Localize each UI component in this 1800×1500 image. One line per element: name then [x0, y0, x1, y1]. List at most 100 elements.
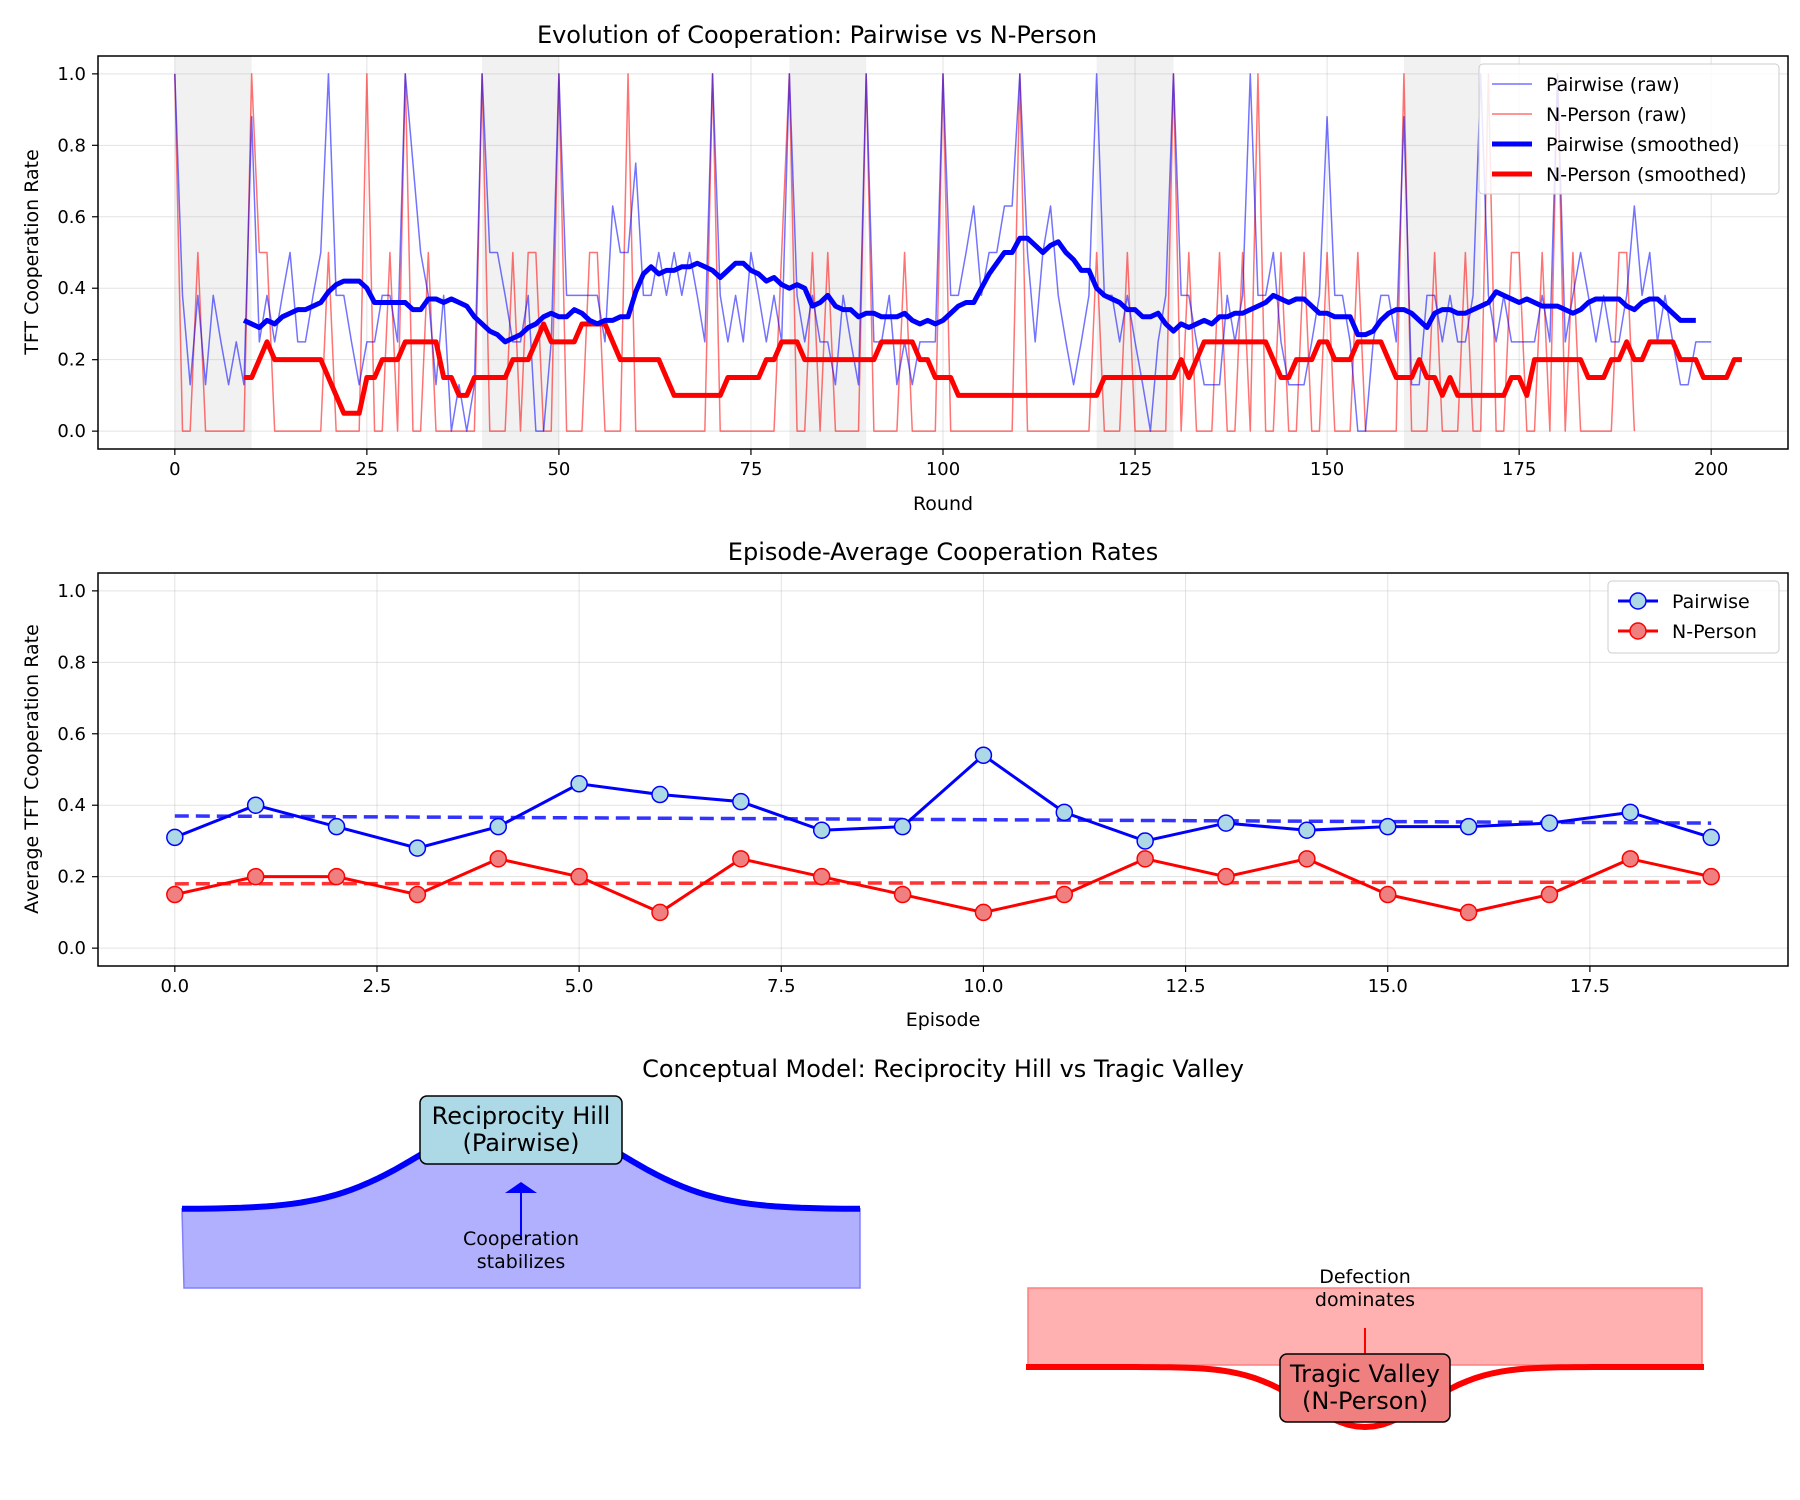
valley-label-line1: Tragic Valley [1289, 1360, 1440, 1388]
shaded-episode-band [174, 56, 252, 449]
episode-ytick-label: 0.0 [57, 938, 86, 959]
pairwise-point [408, 839, 427, 857]
episode-chart-legend: Pairwise N-Person [1607, 580, 1780, 654]
episode-ytick-label: 0.6 [57, 724, 86, 745]
nperson-point [732, 850, 750, 868]
evolution-chart-legend: Pairwise (raw) N-Person (raw) Pairwise (… [1478, 63, 1780, 195]
pairwise-point [327, 817, 346, 836]
episode-xtick-label: 12.5 [1166, 976, 1206, 997]
evolution-chart-ylabel: TFT Cooperation Rate [21, 149, 43, 356]
episode-ytick-label: 0.4 [57, 795, 86, 816]
pairwise-smoothed-line [242, 235, 1696, 345]
nperson-raw-line [174, 73, 1636, 432]
pairwise-point [1298, 821, 1316, 839]
legend-label-pairwise-smoothed: Pairwise (smoothed) [1546, 134, 1740, 156]
nperson-trend-line [174, 880, 1712, 886]
pairwise-point [570, 775, 588, 793]
valley-annotation-line1: Defection [1319, 1266, 1411, 1288]
pairwise-point [974, 746, 993, 764]
tragic-valley: Defection dominates Tragic Valley (N-Per… [1026, 1266, 1704, 1431]
episode-xtick-label: 2.5 [363, 976, 392, 997]
episode-xtick-label: 0.0 [160, 976, 189, 997]
hill-arrow-icon [505, 1182, 537, 1240]
legend-label-nperson: N-Person [1672, 621, 1757, 643]
nperson-point [408, 885, 427, 904]
pairwise-point [1055, 803, 1074, 822]
nperson-point [893, 885, 912, 904]
evolution-xtick-label: 75 [740, 459, 763, 480]
episode-chart-xlabel: Episode [906, 1009, 981, 1031]
nperson-point [327, 867, 346, 886]
nperson-point [489, 850, 508, 868]
hill-label-box: Reciprocity Hill (Pairwise) [419, 1095, 623, 1165]
nperson-point [1136, 850, 1154, 868]
episode-average-chart: Episode-Average Cooperation Rates 0.0 2.5… [21, 538, 1789, 1031]
evolution-chart: Evolution of Cooperation: Pairwise vs N-… [21, 21, 1789, 515]
episode-chart-ylabel: Average TFT Cooperation Rate [21, 624, 43, 914]
evolution-ytick-label: 0.4 [57, 278, 86, 299]
episode-ytick-label: 0.8 [57, 652, 86, 673]
pairwise-raw-line [174, 73, 1712, 432]
pairwise-point [246, 796, 265, 814]
evolution-xtick-label: 175 [1502, 459, 1536, 480]
nperson-point [1702, 867, 1720, 886]
episode-xtick-label: 15.0 [1368, 976, 1408, 997]
pairwise-line [174, 753, 1712, 850]
pairwise-point [651, 785, 669, 804]
evolution-ytick-label: 0.6 [57, 207, 86, 228]
nperson-point [246, 867, 265, 886]
evolution-ytick-label: 0.2 [57, 350, 86, 371]
pairwise-point [489, 817, 508, 836]
conceptual-model: Conceptual Model: Reciprocity Hill vs Tr… [181, 1055, 1704, 1431]
valley-curve [1026, 1364, 1704, 1431]
conceptual-title: Conceptual Model: Reciprocity Hill vs Tr… [642, 1055, 1244, 1083]
nperson-point [1217, 867, 1235, 886]
valley-label-box: Tragic Valley (N-Person) [1279, 1353, 1451, 1423]
reciprocity-hill: Reciprocity Hill (Pairwise) Cooperation … [181, 1095, 861, 1289]
pairwise-trend-line [174, 814, 1712, 825]
nperson-smoothed-line [243, 321, 1742, 416]
pairwise-point [893, 817, 912, 836]
pairwise-point [1217, 814, 1235, 832]
hill-annotation-line1: Cooperation [463, 1228, 579, 1250]
legend-label-nperson-raw: N-Person (raw) [1546, 104, 1687, 126]
nperson-point [812, 867, 831, 886]
nperson-point [1540, 885, 1559, 904]
evolution-chart-xlabel: Round [913, 493, 973, 515]
pairwise-point [1459, 817, 1478, 836]
pairwise-point [1540, 814, 1559, 832]
legend-marker-pairwise [1629, 592, 1647, 610]
evolution-xtick-label: 25 [355, 459, 378, 480]
nperson-point [570, 867, 588, 886]
evolution-ytick-label: 0.8 [57, 135, 86, 156]
pairwise-point [1702, 828, 1720, 847]
evolution-xtick-label: 200 [1694, 459, 1728, 480]
nperson-point [651, 903, 669, 922]
evolution-xtick-label: 150 [1310, 459, 1344, 480]
episode-ytick-label: 0.2 [57, 867, 86, 888]
valley-label-line2: (N-Person) [1302, 1387, 1428, 1415]
nperson-point [1378, 885, 1397, 904]
episode-ytick-label: 1.0 [57, 581, 86, 602]
legend-label-nperson-smoothed: N-Person (smoothed) [1546, 164, 1747, 186]
pairwise-point [166, 828, 184, 847]
nperson-point [974, 903, 993, 922]
pairwise-point [812, 821, 831, 839]
evolution-ytick-label: 0.0 [57, 421, 86, 442]
episode-chart-frame [97, 572, 1789, 967]
legend-marker-nperson [1629, 622, 1647, 640]
pairwise-point [1378, 817, 1397, 836]
nperson-point [166, 885, 184, 904]
episode-xtick-label: 5.0 [565, 976, 594, 997]
evolution-xtick-label: 125 [1118, 459, 1152, 480]
nperson-point [1459, 903, 1478, 922]
evolution-xtick-label: 50 [547, 459, 570, 480]
episode-xtick-label: 10.0 [963, 976, 1003, 997]
hill-annotation-line2: stabilizes [477, 1251, 565, 1273]
nperson-point [1055, 885, 1074, 904]
evolution-ytick-label: 1.0 [57, 64, 86, 85]
hill-label-line2: (Pairwise) [463, 1129, 580, 1157]
pairwise-point [732, 792, 750, 811]
episode-xtick-label: 17.5 [1570, 976, 1610, 997]
